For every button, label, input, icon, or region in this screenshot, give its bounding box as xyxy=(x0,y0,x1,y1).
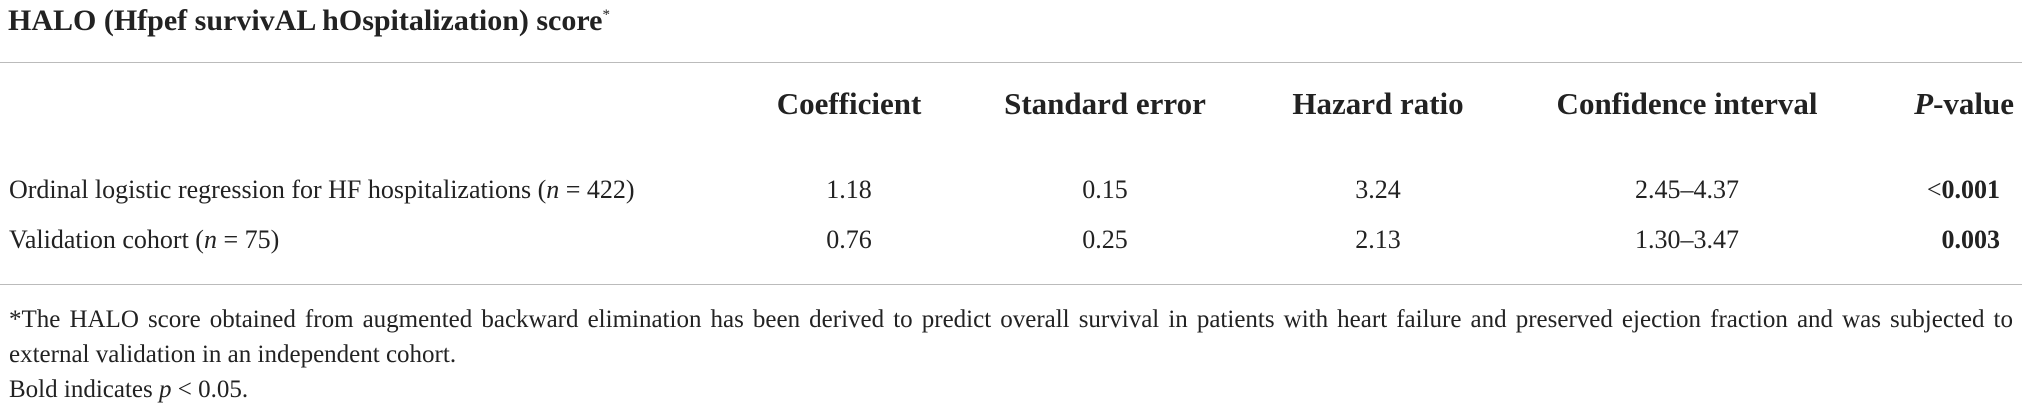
text-run: 0.25 xyxy=(1082,225,1128,254)
text-run: Standard error xyxy=(1004,86,1206,121)
table-cell: 1.18 xyxy=(826,175,872,205)
table-cell: 0.76 xyxy=(826,225,872,255)
text-run: 2.45–4.37 xyxy=(1635,175,1739,204)
footnote: *The HALO score obtained from augmented … xyxy=(9,302,2013,372)
text-run: -value xyxy=(1933,86,2014,121)
text-run: 0.001 xyxy=(1941,175,2001,204)
text-run: 1.18 xyxy=(826,175,872,204)
column-header: Confidence interval xyxy=(1557,86,1818,122)
text-run: 0.003 xyxy=(1941,225,2001,254)
row-label: Validation cohort (n = 75) xyxy=(9,225,279,255)
text-run: Bold indicates xyxy=(9,376,159,403)
text-run: n xyxy=(203,225,217,254)
text-run: Coefficient xyxy=(776,86,922,121)
text-run: 1.30–3.47 xyxy=(1635,225,1739,254)
table-cell: 0.25 xyxy=(1082,225,1128,255)
text-run: P xyxy=(1914,86,1934,121)
text-run: < 0.05. xyxy=(171,376,249,403)
table-cell: 0.003 xyxy=(1942,225,2001,255)
text-run: * xyxy=(602,7,610,23)
text-run: p xyxy=(158,376,172,403)
row-label: Ordinal logistic regression for HF hospi… xyxy=(9,175,635,205)
table-cell: 3.24 xyxy=(1355,175,1401,205)
text-run: 3.24 xyxy=(1355,175,1401,204)
footnotes: *The HALO score obtained from augmented … xyxy=(9,302,2013,407)
table-cell: 0.15 xyxy=(1082,175,1128,205)
text-run: *The HALO score obtained from augmented … xyxy=(9,306,2013,368)
text-run: < xyxy=(1926,175,1942,204)
text-run: 0.15 xyxy=(1082,175,1128,204)
table-title: HALO (Hfpef survivAL hOspitalization) sc… xyxy=(8,4,610,38)
column-header: Standard error xyxy=(1004,86,1206,122)
table-cell: 1.30–3.47 xyxy=(1635,225,1739,255)
text-run: 2.13 xyxy=(1355,225,1401,254)
table-cell: 2.13 xyxy=(1355,225,1401,255)
text-run: Validation cohort ( xyxy=(9,225,204,254)
column-header: P-value xyxy=(1914,86,2014,122)
text-run: Confidence interval xyxy=(1556,86,1818,121)
rule xyxy=(0,284,2022,285)
text-run: = 422) xyxy=(559,175,635,204)
rule xyxy=(0,62,2022,63)
text-run: Ordinal logistic regression for HF hospi… xyxy=(9,175,547,204)
footnote: Bold indicates p < 0.05. xyxy=(9,372,2013,407)
text-run: Hazard ratio xyxy=(1292,86,1464,121)
text-run: 0.76 xyxy=(826,225,872,254)
text-run: HALO (Hfpef survivAL hOspitalization) sc… xyxy=(8,4,603,37)
column-header: Coefficient xyxy=(777,86,922,122)
text-run: n xyxy=(546,175,560,204)
text-run: = 75) xyxy=(216,225,280,254)
column-header: Hazard ratio xyxy=(1292,86,1463,122)
table-cell: <0.001 xyxy=(1927,175,2000,205)
table-cell: 2.45–4.37 xyxy=(1635,175,1739,205)
